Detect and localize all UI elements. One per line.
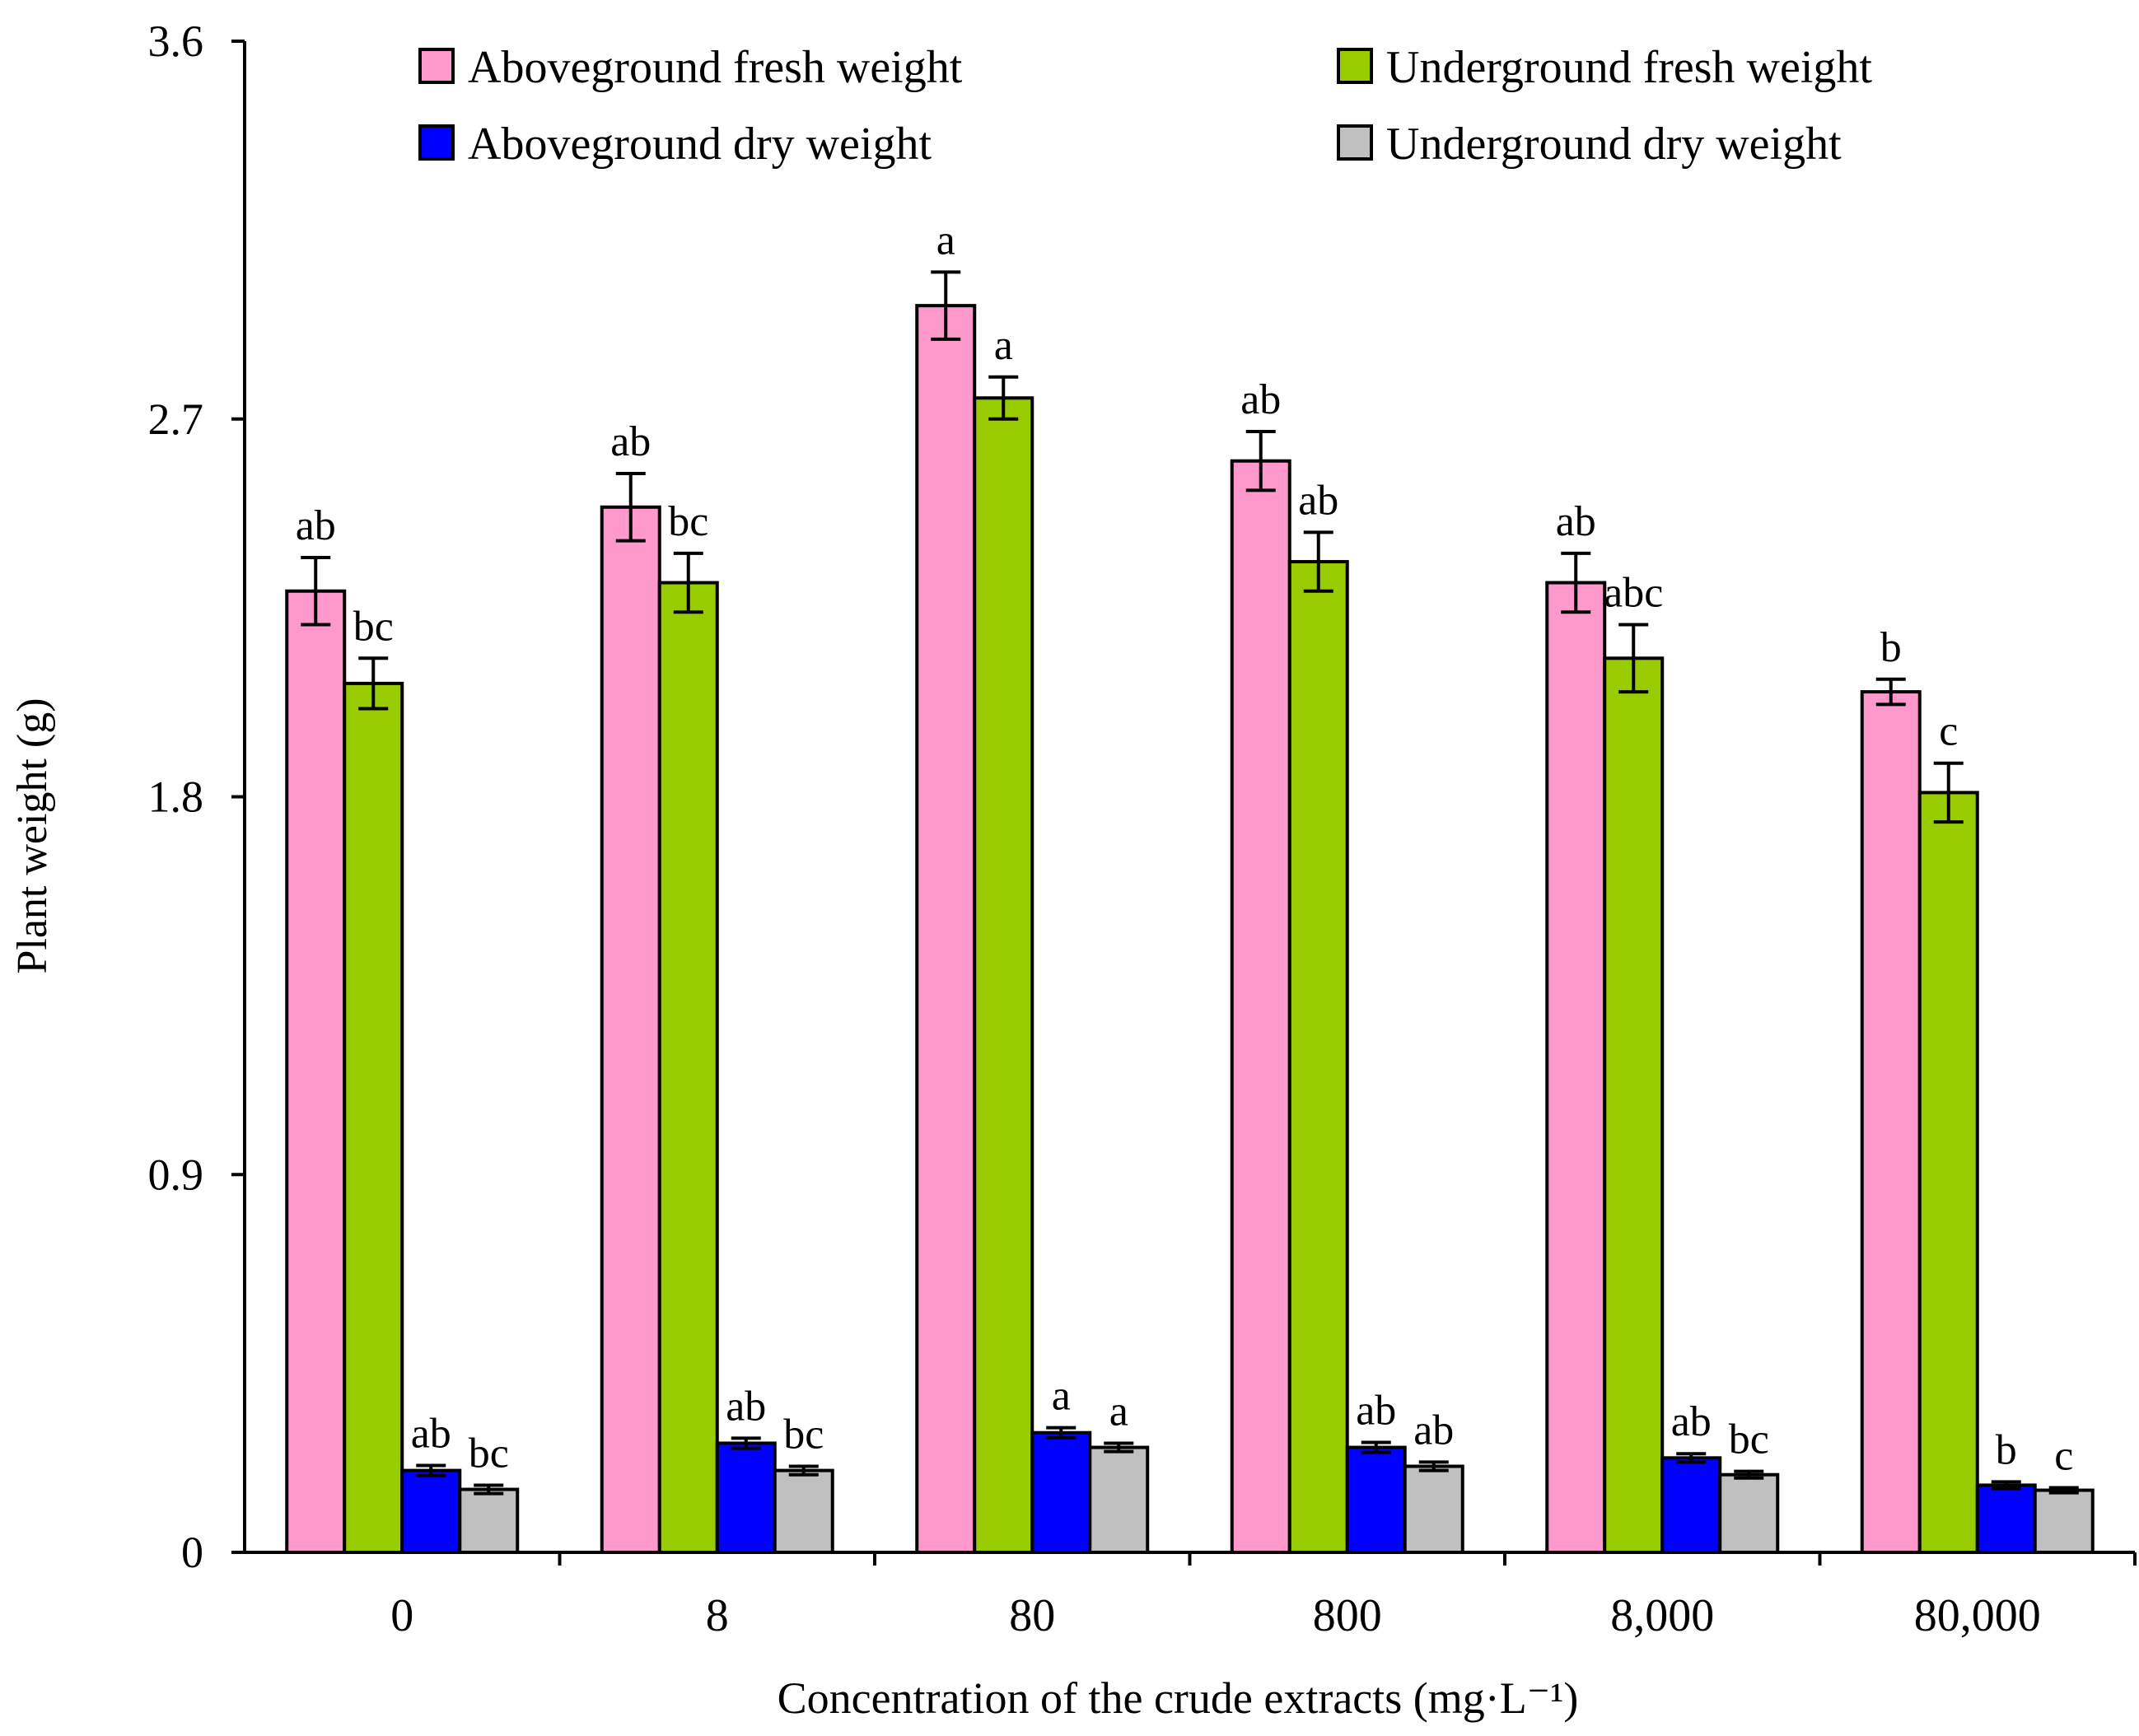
significance-label: ab: [1356, 1387, 1396, 1434]
bar: [400, 1468, 462, 1554]
y-axis-label: Plant weight (g): [9, 698, 56, 973]
bar: [1403, 1464, 1464, 1555]
bar: [285, 589, 347, 1554]
x-tick-label: 8: [706, 1590, 729, 1641]
bar: [1230, 459, 1291, 1555]
legend-label: Underground fresh weight: [1386, 42, 1872, 93]
legend-label: Aboveground fresh weight: [468, 42, 963, 93]
significance-label: a: [1052, 1373, 1071, 1420]
x-tick-label: 0: [390, 1590, 413, 1641]
significance-label: a: [936, 217, 955, 264]
bar: [458, 1487, 520, 1554]
x-tick-label: 8,000: [1610, 1590, 1714, 1641]
significance-label: a: [994, 322, 1013, 369]
bar: [343, 681, 404, 1554]
legend-swatch: [1337, 48, 1373, 84]
x-axis-label: Concentration of the crude extracts (mg·…: [778, 1673, 1579, 1723]
significance-label: ab: [1671, 1398, 1712, 1445]
bar: [1088, 1445, 1150, 1555]
bar: [1345, 1445, 1407, 1555]
significance-label: bc: [353, 603, 394, 650]
bar: [715, 1441, 777, 1554]
bar: [1660, 1456, 1722, 1554]
legend-label: Underground dry weight: [1386, 119, 1842, 170]
bar: [1287, 560, 1349, 1554]
bar: [773, 1468, 834, 1554]
x-tick-label: 800: [1313, 1590, 1382, 1641]
bar: [915, 304, 977, 1554]
significance-label: c: [1939, 708, 1958, 755]
significance-label: bc: [469, 1430, 509, 1477]
significance-label: a: [1109, 1388, 1128, 1435]
legend-swatch: [1337, 124, 1373, 161]
bar: [973, 396, 1034, 1554]
significance-label: bc: [668, 498, 708, 545]
legend-swatch: [418, 48, 455, 84]
bar: [1545, 581, 1607, 1555]
x-tick-label: 80: [1009, 1590, 1055, 1641]
y-tick-label: 0: [181, 1528, 203, 1577]
legend-swatch: [418, 124, 455, 161]
significance-label: ab: [610, 418, 651, 465]
significance-label: abc: [1604, 570, 1663, 617]
bar: [1975, 1483, 2037, 1555]
x-tick-label: 80,000: [1914, 1590, 2041, 1641]
significance-label: bc: [783, 1412, 824, 1458]
significance-label: b: [1880, 624, 1902, 671]
y-tick-label: 1.8: [148, 772, 204, 822]
axes: 0 0.9 1.8 2.7 3.6 0 8 80 800 8,000 80,000: [148, 16, 2137, 1641]
bar: [657, 581, 719, 1555]
legend: Aboveground fresh weight Underground fres…: [418, 42, 1872, 170]
bar: [1030, 1430, 1092, 1554]
significance-label: c: [2054, 1433, 2073, 1480]
bar: [2033, 1488, 2095, 1555]
significance-label: ab: [411, 1410, 451, 1457]
bar: [600, 505, 661, 1555]
significance-label: ab: [1413, 1407, 1454, 1454]
significance-label: ab: [1298, 477, 1338, 524]
bar: [1603, 656, 1665, 1555]
legend-label: Aboveground dry weight: [468, 119, 932, 170]
significance-label: ab: [726, 1383, 766, 1430]
significance-label: bc: [1729, 1416, 1769, 1463]
significance-label: ab: [1240, 376, 1281, 423]
bar: [1860, 690, 1922, 1554]
significance-label: ab: [296, 502, 336, 549]
y-tick-label: 3.6: [148, 16, 204, 66]
significance-label: ab: [1556, 498, 1596, 545]
bar: [1917, 791, 1979, 1554]
bar: [1718, 1472, 1780, 1555]
significance-label: b: [1996, 1426, 2017, 1473]
y-tick-label: 0.9: [148, 1150, 204, 1199]
y-tick-label: 2.7: [148, 394, 204, 444]
